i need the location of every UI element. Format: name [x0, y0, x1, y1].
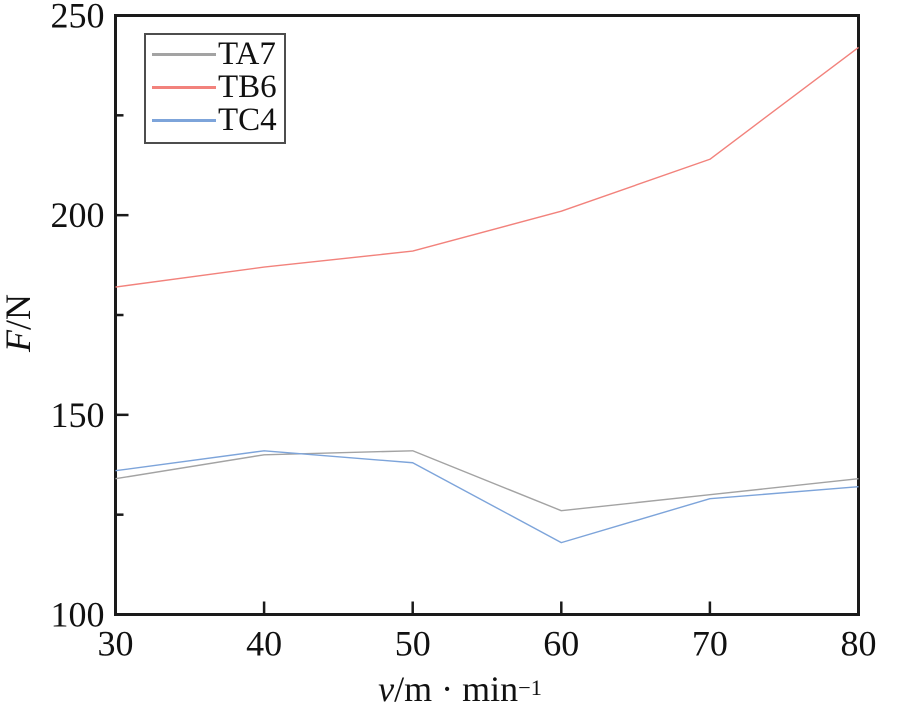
- legend: TA7 TB6 TC4: [144, 33, 286, 144]
- y-tick-label: 200: [51, 195, 105, 235]
- x-tick-label: 30: [98, 624, 134, 664]
- legend-line-tb6: [152, 86, 216, 89]
- legend-label-tb6: TB6: [218, 69, 277, 105]
- y-axis-unit: /N: [0, 294, 38, 330]
- x-tick-label: 60: [543, 624, 579, 664]
- legend-item-tb6: TB6: [152, 71, 278, 104]
- x-axis-variable: v: [378, 669, 395, 709]
- x-tick-label: 70: [692, 624, 728, 664]
- series-line-tc4: [115, 450, 859, 544]
- x-axis-unit: /m · min: [394, 669, 519, 709]
- x-axis-exponent: −1: [518, 675, 542, 700]
- series-line-tb6: [115, 46, 859, 288]
- y-tick-label: 100: [51, 595, 105, 635]
- legend-label-tc4: TC4: [218, 102, 277, 138]
- legend-item-ta7: TA7: [152, 38, 278, 71]
- x-tick-label: 50: [395, 624, 431, 664]
- y-tick-label: 150: [51, 395, 105, 435]
- legend-line-ta7: [152, 53, 216, 56]
- legend-item-tc4: TC4: [152, 104, 278, 137]
- legend-line-tc4: [152, 119, 216, 122]
- x-axis-title: v/m · min−1: [60, 668, 860, 709]
- y-axis-title: F/N: [0, 263, 39, 383]
- x-tick-label: 40: [246, 624, 282, 664]
- series-line-ta7: [115, 450, 859, 512]
- legend-label-ta7: TA7: [218, 36, 276, 72]
- x-tick-label: 80: [841, 624, 877, 664]
- y-axis-variable: F: [0, 330, 38, 352]
- y-tick-label: 250: [51, 0, 105, 36]
